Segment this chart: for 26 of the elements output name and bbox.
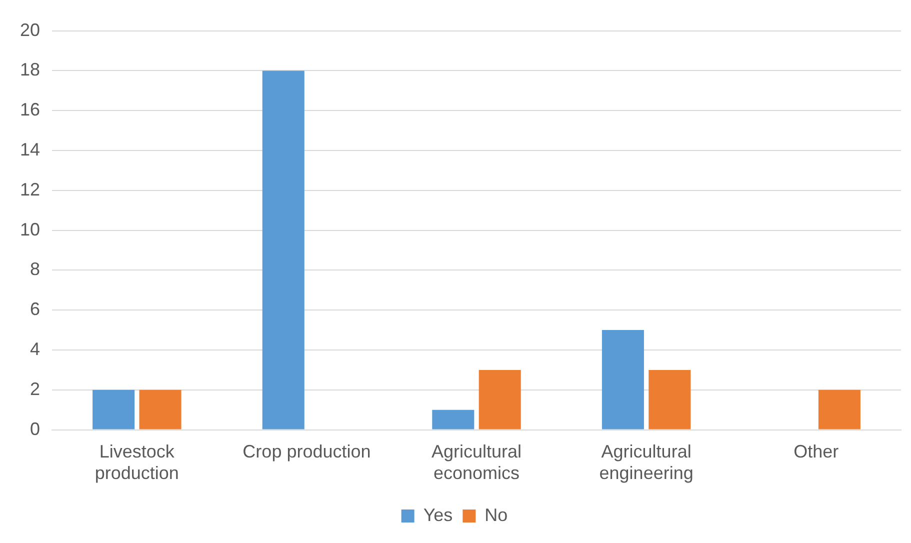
x-tick-label: Livestock production bbox=[94, 442, 179, 484]
bar bbox=[262, 70, 304, 430]
x-tick-label: Agricultural engineering bbox=[599, 442, 694, 484]
bar bbox=[818, 390, 860, 430]
y-tick-label: 2 bbox=[30, 378, 40, 399]
x-tick-label: Other bbox=[794, 442, 839, 462]
x-tick-label: Agricultural economics bbox=[431, 442, 522, 484]
bar bbox=[139, 390, 182, 430]
y-tick-label: 20 bbox=[20, 20, 40, 40]
legend-label: No bbox=[484, 504, 508, 525]
y-tick-label: 12 bbox=[20, 179, 40, 200]
x-tick-label: Crop production bbox=[242, 442, 371, 462]
bar bbox=[602, 330, 644, 430]
y-tick-label: 0 bbox=[30, 418, 40, 439]
bar bbox=[478, 370, 521, 430]
bar bbox=[648, 370, 691, 430]
bar bbox=[432, 410, 474, 430]
y-tick-label: 18 bbox=[20, 60, 40, 80]
y-tick-label: 4 bbox=[30, 338, 40, 359]
y-tick-label: 10 bbox=[20, 219, 40, 240]
y-tick-label: 14 bbox=[20, 139, 40, 160]
y-tick-label: 8 bbox=[30, 259, 40, 280]
y-tick-label: 6 bbox=[30, 299, 40, 320]
bar bbox=[92, 390, 135, 430]
legend-label: Yes bbox=[423, 504, 453, 525]
y-tick-label: 16 bbox=[20, 100, 40, 120]
